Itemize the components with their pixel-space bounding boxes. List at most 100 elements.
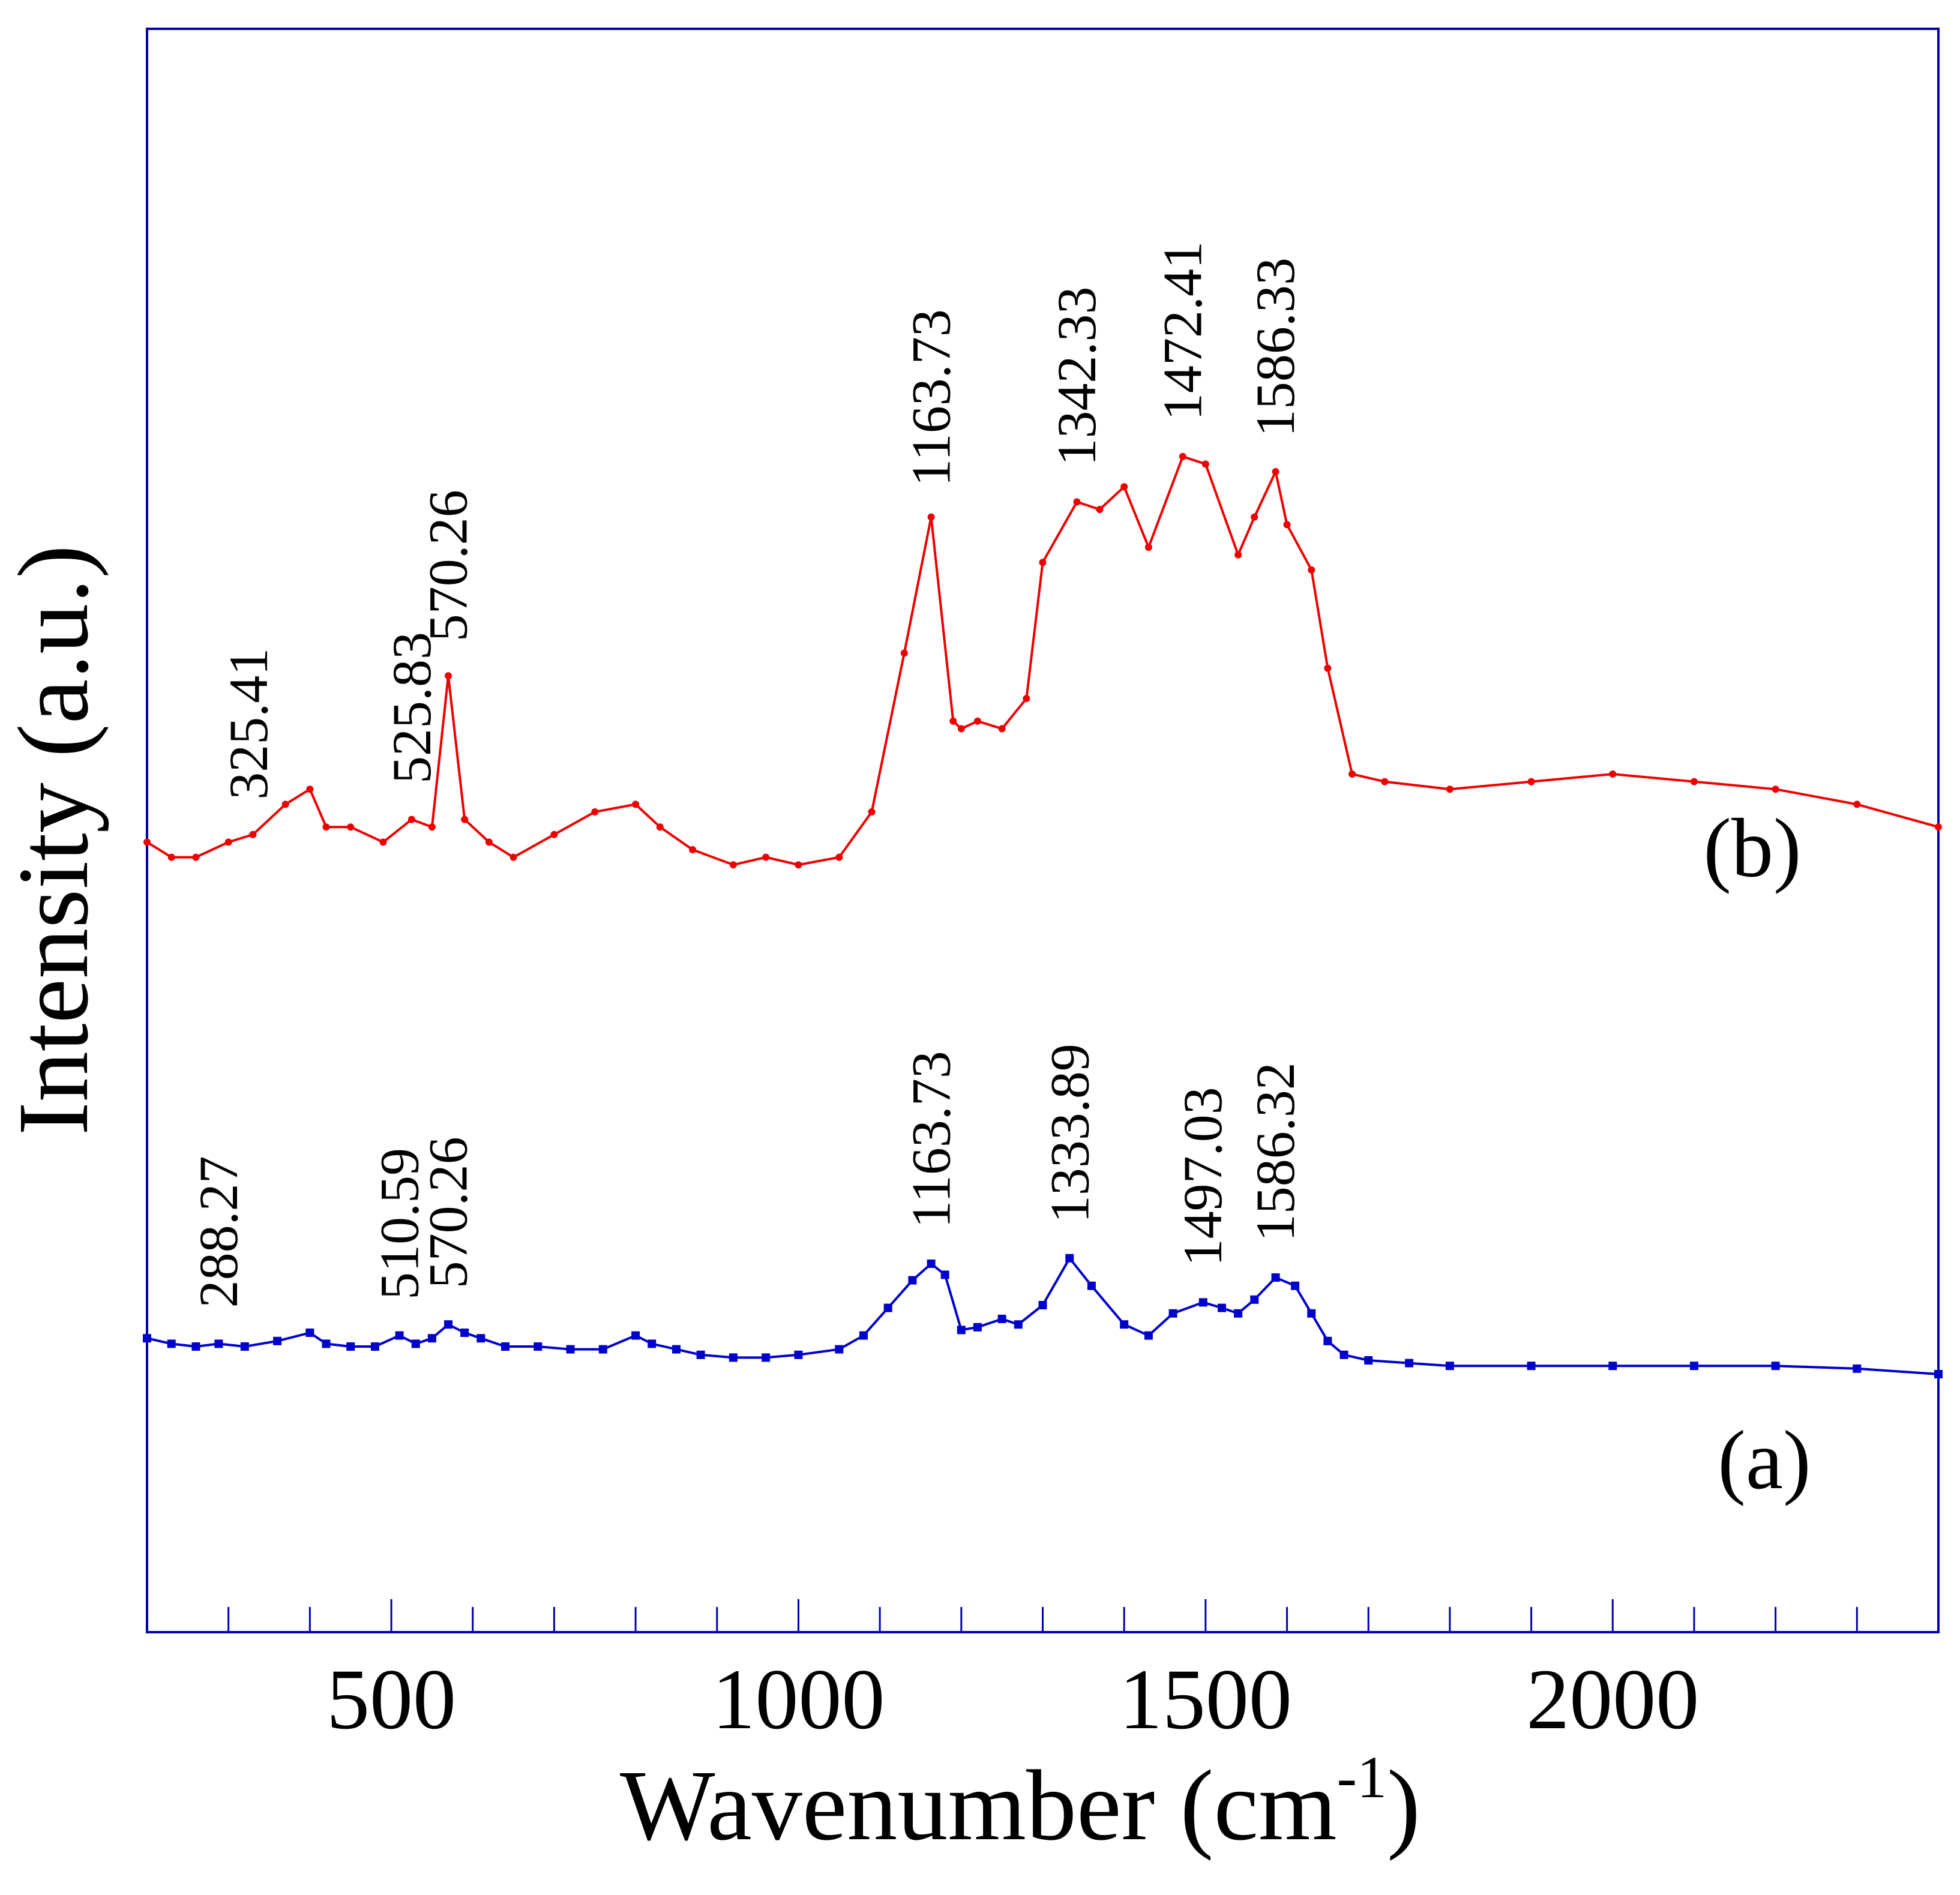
data-point xyxy=(281,800,289,808)
data-point xyxy=(795,861,802,869)
data-point xyxy=(306,785,314,793)
series-label: (b) xyxy=(1703,802,1801,895)
series-layer: (a) (b) xyxy=(143,452,1943,1507)
data-point xyxy=(1853,1364,1862,1373)
data-point xyxy=(1039,559,1047,566)
data-point xyxy=(908,1276,917,1285)
data-point xyxy=(1073,498,1081,506)
data-point xyxy=(305,1329,314,1337)
data-point xyxy=(1307,1309,1316,1318)
data-point xyxy=(1690,778,1698,785)
x-axis-title-close: ) xyxy=(1387,1750,1420,1861)
data-point xyxy=(427,1334,436,1343)
data-point xyxy=(1198,1298,1207,1307)
x-tick-label: 2000 xyxy=(1526,1652,1699,1747)
x-axis-ticks xyxy=(227,1599,1858,1632)
data-point xyxy=(379,838,387,846)
series-b: (b) xyxy=(143,452,1942,895)
data-point xyxy=(835,1345,844,1354)
data-point xyxy=(1935,823,1942,831)
data-point xyxy=(957,1326,966,1335)
x-axis-tick-labels: 500 1000 1500 2000 xyxy=(326,1652,1699,1747)
x-tick-label: 500 xyxy=(326,1652,456,1747)
data-point xyxy=(1218,1303,1226,1312)
data-point xyxy=(485,838,493,846)
data-point xyxy=(1934,1370,1943,1378)
data-point xyxy=(648,1339,657,1348)
data-point xyxy=(1272,468,1279,475)
data-point xyxy=(1120,483,1128,491)
data-point xyxy=(1065,1254,1074,1263)
data-point xyxy=(1179,452,1186,460)
data-point xyxy=(927,1260,936,1268)
data-point xyxy=(1609,770,1617,778)
data-point xyxy=(192,853,200,861)
data-point xyxy=(214,1339,223,1348)
data-point xyxy=(900,649,908,657)
data-point xyxy=(501,1342,510,1351)
data-point xyxy=(1144,1331,1153,1340)
data-point xyxy=(407,815,415,823)
x-axis-title-main: Wavenumber (cm xyxy=(620,1750,1337,1861)
data-point xyxy=(1405,1359,1414,1368)
data-point xyxy=(973,717,981,725)
data-point xyxy=(1689,1362,1698,1371)
data-point xyxy=(927,513,935,521)
data-point xyxy=(1038,1301,1047,1309)
data-point xyxy=(998,725,1006,733)
data-point xyxy=(1120,1320,1129,1329)
data-point xyxy=(167,1339,176,1348)
data-point xyxy=(550,830,558,838)
data-point xyxy=(1308,566,1315,574)
x-tick-label: 1000 xyxy=(712,1652,885,1747)
data-point xyxy=(240,1342,249,1351)
data-point xyxy=(883,1303,892,1312)
data-point xyxy=(868,808,876,815)
data-point xyxy=(835,853,843,861)
data-point xyxy=(1381,778,1389,785)
data-point xyxy=(1014,1320,1023,1329)
x-axis-title-superscript: -1 xyxy=(1337,1744,1387,1810)
data-point xyxy=(445,672,452,680)
data-point xyxy=(1096,506,1104,513)
data-point xyxy=(859,1331,868,1340)
data-point xyxy=(191,1342,200,1351)
data-point xyxy=(729,861,737,869)
data-point xyxy=(1364,1356,1373,1365)
data-point xyxy=(1283,521,1291,529)
data-point xyxy=(598,1345,607,1354)
data-point xyxy=(940,1270,949,1279)
peak-label: 288.27 xyxy=(188,1156,249,1308)
peak-label: 1163.73 xyxy=(901,1051,962,1228)
data-point xyxy=(460,1329,469,1337)
data-point xyxy=(957,725,965,733)
peak-label: 1472.41 xyxy=(1152,241,1213,421)
data-point xyxy=(273,1336,282,1345)
data-point xyxy=(689,846,697,853)
data-point xyxy=(534,1342,543,1351)
data-point xyxy=(1251,513,1258,521)
data-point xyxy=(395,1331,404,1340)
data-point xyxy=(1323,1336,1332,1345)
peak-label: 570.26 xyxy=(417,490,478,641)
data-point xyxy=(1087,1281,1096,1290)
data-point xyxy=(729,1353,738,1362)
data-point xyxy=(510,853,517,861)
y-axis-title: Intensity (a.u.) xyxy=(0,545,109,1135)
peak-label: 525.83 xyxy=(381,632,442,784)
series-a: (a) xyxy=(143,1254,1943,1507)
data-point xyxy=(322,1339,331,1348)
data-point xyxy=(1291,1281,1300,1290)
data-point xyxy=(224,838,232,846)
data-point xyxy=(249,830,257,838)
data-point xyxy=(444,1320,453,1329)
peak-label: 1333.89 xyxy=(1039,1044,1101,1223)
data-point xyxy=(1234,551,1242,559)
data-point xyxy=(1168,1309,1177,1318)
data-point xyxy=(476,1334,485,1343)
data-point xyxy=(1324,664,1332,672)
data-point xyxy=(1023,695,1030,702)
series-label: (a) xyxy=(1718,1414,1811,1507)
